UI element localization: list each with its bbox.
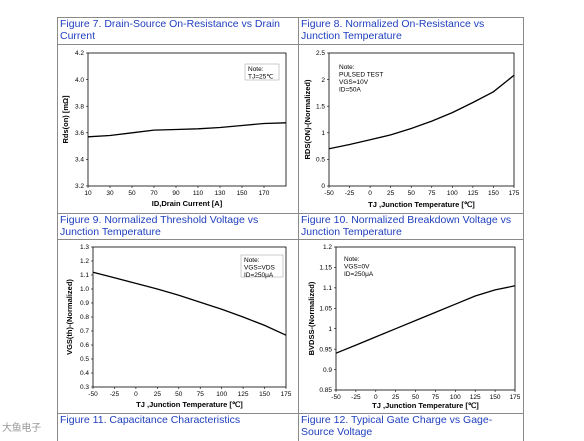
x-tick-label: 100 bbox=[450, 394, 461, 401]
y-tick-label: 1.2 bbox=[323, 244, 332, 251]
note-line: TJ=25℃ bbox=[248, 74, 274, 81]
y-tick-label: 0.85 bbox=[319, 387, 332, 394]
x-tick-label: 75 bbox=[428, 190, 436, 197]
y-tick-label: 1 bbox=[328, 326, 332, 333]
y-tick-label: 3.2 bbox=[75, 183, 84, 190]
y-tick-label: 4.2 bbox=[75, 50, 84, 57]
note-line: VGS=10V bbox=[339, 79, 369, 86]
x-axis-label: TJ ,Junction Temperature [℃] bbox=[136, 400, 243, 409]
x-tick-label: 125 bbox=[470, 394, 481, 401]
chart-9-group: -50 -25 0 25 50 75 100 125 150 175 0.3 0.4 0.5 0.6 0.7… bbox=[65, 244, 292, 409]
y-tick-label: 1.1 bbox=[80, 272, 89, 279]
x-tick-label: 175 bbox=[509, 190, 520, 197]
y-tick-label: 0.9 bbox=[80, 300, 89, 307]
note-line: Note: bbox=[344, 256, 360, 263]
x-tick-label: 0 bbox=[134, 391, 138, 398]
x-tick-label: 50 bbox=[408, 190, 416, 197]
x-tick-label: 125 bbox=[238, 391, 249, 398]
y-tick-label: 4.0 bbox=[75, 77, 84, 84]
x-tick-label: 25 bbox=[387, 190, 395, 197]
x-tick-label: 100 bbox=[216, 391, 227, 398]
x-tick-label: 50 bbox=[128, 190, 136, 197]
x-tick-label: 0 bbox=[368, 190, 372, 197]
y-tick-label: 0.3 bbox=[80, 384, 89, 391]
y-tick-label: 3.6 bbox=[75, 130, 84, 137]
note-line: ID=50A bbox=[339, 87, 362, 94]
note-line: ID=250μA bbox=[244, 272, 274, 279]
y-tick-label: 1 bbox=[321, 130, 325, 137]
x-tick-label: -50 bbox=[88, 391, 98, 398]
y-tick-label: 0.7 bbox=[80, 328, 89, 335]
y-axis-label: Rds(on) [mΩ] bbox=[61, 95, 70, 144]
y-tick-label: 1.3 bbox=[80, 244, 89, 251]
y-tick-label: 0.5 bbox=[80, 356, 89, 363]
y-tick-label: 1.1 bbox=[323, 285, 332, 292]
note-line: Note: bbox=[248, 66, 264, 73]
y-tick-label: 0.4 bbox=[80, 370, 89, 377]
note-line: Note: bbox=[244, 257, 260, 264]
watermark: 大鱼电子 bbox=[2, 419, 41, 434]
x-tick-label: -50 bbox=[331, 394, 341, 401]
x-tick-label: 50 bbox=[175, 391, 183, 398]
x-tick-label: 90 bbox=[172, 190, 180, 197]
y-axis-label: BVDSS-(Normalized) bbox=[307, 281, 316, 355]
x-tick-label: 150 bbox=[490, 394, 501, 401]
y-tick-label: 2.5 bbox=[316, 50, 325, 57]
x-tick-label: 170 bbox=[259, 190, 270, 197]
y-tick-label: 1.0 bbox=[80, 286, 89, 293]
x-tick-label: -25 bbox=[351, 394, 361, 401]
y-tick-label: 1.2 bbox=[80, 258, 89, 265]
x-tick-label: 30 bbox=[106, 190, 114, 197]
note-line: PULSED TEST bbox=[339, 72, 383, 79]
x-tick-label: -25 bbox=[345, 190, 355, 197]
y-axis-label: VGS(th)-(Normalized) bbox=[65, 279, 74, 355]
x-tick-label: 125 bbox=[467, 190, 478, 197]
y-tick-label: 1.05 bbox=[319, 305, 332, 312]
x-tick-label: 70 bbox=[150, 190, 158, 197]
note-line: VGS=VDS bbox=[244, 265, 276, 272]
x-tick-label: 25 bbox=[154, 391, 162, 398]
x-axis-label: TJ ,Junction Temperature [℃] bbox=[368, 200, 475, 209]
x-tick-label: 110 bbox=[193, 190, 204, 197]
x-tick-label: 175 bbox=[510, 394, 521, 401]
x-tick-label: 10 bbox=[84, 190, 92, 197]
y-tick-label: 3.8 bbox=[75, 103, 84, 110]
y-tick-label: 0.5 bbox=[316, 157, 325, 164]
x-tick-label: 25 bbox=[392, 394, 400, 401]
x-tick-label: 100 bbox=[447, 190, 458, 197]
x-tick-label: 150 bbox=[488, 190, 499, 197]
x-tick-label: 75 bbox=[197, 391, 205, 398]
series-line bbox=[93, 272, 286, 335]
x-tick-label: 50 bbox=[412, 394, 420, 401]
chart-7-group: 10 30 50 70 90 110 130 150 170 3.2 3.4 3.6 3.8 4.0 4.2… bbox=[61, 50, 286, 208]
y-tick-label: 0.6 bbox=[80, 342, 89, 349]
note-line: ID=250μA bbox=[344, 271, 374, 278]
y-tick-label: 3.4 bbox=[75, 157, 84, 164]
y-tick-label: 0.8 bbox=[80, 314, 89, 321]
y-tick-label: 2 bbox=[321, 77, 325, 84]
x-tick-label: 130 bbox=[215, 190, 226, 197]
x-tick-label: 75 bbox=[432, 394, 440, 401]
y-tick-label: 1.5 bbox=[316, 103, 325, 110]
x-tick-label: 150 bbox=[237, 190, 248, 197]
series-line bbox=[336, 286, 515, 353]
y-tick-label: 1.15 bbox=[319, 265, 332, 272]
x-axis-label: TJ ,Junction Temperature [℃] bbox=[372, 401, 479, 410]
x-tick-label: -50 bbox=[324, 190, 334, 197]
x-axis-label: ID,Drain Current [A] bbox=[152, 199, 223, 208]
chart-10-group: -50 -25 0 25 50 75 100 125 150 175 0.85 0.9 0.95 1 1.0… bbox=[307, 244, 521, 410]
x-tick-label: -25 bbox=[110, 391, 120, 398]
x-tick-label: 175 bbox=[281, 391, 292, 398]
y-tick-label: 0 bbox=[321, 183, 325, 190]
chart-8-group: -50 -25 0 25 50 75 100 125 150 175 0 0.5 1 1.5 2 2.5 TJ … bbox=[303, 50, 520, 209]
x-tick-label: 150 bbox=[259, 391, 270, 398]
y-tick-label: 0.95 bbox=[319, 346, 332, 353]
x-tick-label: 0 bbox=[374, 394, 378, 401]
note-line: VGS=0V bbox=[344, 264, 370, 271]
note-line: Note: bbox=[339, 64, 355, 71]
series-line bbox=[88, 123, 286, 137]
y-tick-label: 0.9 bbox=[323, 367, 332, 374]
y-axis-label: RDS(ON)-(Normalized) bbox=[303, 79, 312, 160]
